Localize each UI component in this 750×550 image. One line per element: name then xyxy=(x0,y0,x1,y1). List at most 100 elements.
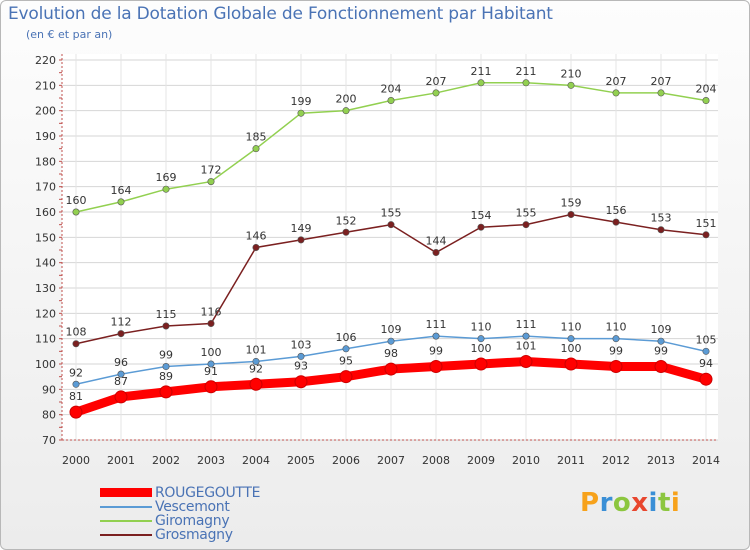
data-label-rougegoutte: 89 xyxy=(159,370,173,383)
data-label-rougegoutte: 100 xyxy=(561,342,582,355)
data-label-grosmagny: 115 xyxy=(156,308,177,321)
x-tick-label: 2007 xyxy=(377,454,405,467)
data-point-rougegoutte xyxy=(654,360,668,374)
x-tick-label: 2000 xyxy=(62,454,90,467)
y-tick-label: 110 xyxy=(35,333,56,346)
data-point-giromagny xyxy=(297,109,305,117)
y-tick-label: 120 xyxy=(35,307,56,320)
data-label-rougegoutte: 94 xyxy=(699,357,713,370)
x-tick-label: 2002 xyxy=(152,454,180,467)
data-point-giromagny xyxy=(162,185,170,193)
data-point-vescemont xyxy=(297,352,305,360)
data-point-giromagny xyxy=(387,97,395,105)
plot-background xyxy=(62,54,718,440)
data-point-rougegoutte xyxy=(339,370,353,384)
data-point-rougegoutte xyxy=(249,377,263,391)
data-label-rougegoutte: 101 xyxy=(516,339,537,352)
data-label-vescemont: 110 xyxy=(471,321,492,334)
data-point-rougegoutte xyxy=(114,390,128,404)
data-point-giromagny xyxy=(117,198,125,206)
data-point-grosmagny xyxy=(72,340,80,348)
data-label-grosmagny: 152 xyxy=(336,214,357,227)
data-point-grosmagny xyxy=(387,221,395,229)
legend-label-giromagny: Giromagny xyxy=(155,513,230,529)
logo-letter: i xyxy=(648,488,658,518)
x-tick-label: 2003 xyxy=(197,454,225,467)
data-point-vescemont xyxy=(657,337,665,345)
proxiti-logo: Proxiti xyxy=(580,488,680,518)
x-tick-label: 2014 xyxy=(692,454,720,467)
legend-swatch-vescemont xyxy=(100,506,152,508)
data-label-vescemont: 100 xyxy=(201,346,222,359)
data-label-giromagny: 200 xyxy=(336,93,357,106)
data-label-giromagny: 210 xyxy=(561,67,582,80)
data-label-grosmagny: 108 xyxy=(66,326,87,339)
data-label-vescemont: 105 xyxy=(696,333,717,346)
data-label-vescemont: 110 xyxy=(606,321,627,334)
data-label-grosmagny: 154 xyxy=(471,209,492,222)
data-point-rougegoutte xyxy=(294,375,308,389)
data-label-grosmagny: 116 xyxy=(201,305,222,318)
data-point-rougegoutte xyxy=(699,372,713,386)
data-point-giromagny xyxy=(207,178,215,186)
data-label-giromagny: 207 xyxy=(606,75,627,88)
data-point-vescemont xyxy=(117,370,125,378)
data-point-grosmagny xyxy=(252,243,260,251)
x-tick-label: 2005 xyxy=(287,454,315,467)
y-tick-label: 100 xyxy=(35,358,56,371)
data-label-giromagny: 160 xyxy=(66,194,87,207)
data-label-vescemont: 92 xyxy=(69,366,83,379)
x-tick-label: 2013 xyxy=(647,454,675,467)
data-point-grosmagny xyxy=(342,228,350,236)
data-point-grosmagny xyxy=(522,221,530,229)
data-label-vescemont: 110 xyxy=(561,321,582,334)
data-point-vescemont xyxy=(432,332,440,340)
data-label-rougegoutte: 92 xyxy=(249,362,263,375)
data-label-grosmagny: 151 xyxy=(696,217,717,230)
data-point-vescemont xyxy=(207,360,215,368)
data-label-vescemont: 109 xyxy=(651,323,672,336)
data-point-vescemont xyxy=(252,357,260,365)
data-point-vescemont xyxy=(477,335,485,343)
logo-letter: P xyxy=(580,488,600,518)
data-label-vescemont: 109 xyxy=(381,323,402,336)
data-label-vescemont: 106 xyxy=(336,331,357,344)
data-point-rougegoutte xyxy=(429,360,443,374)
data-label-rougegoutte: 87 xyxy=(114,375,128,388)
data-label-rougegoutte: 98 xyxy=(384,347,398,360)
y-tick-label: 140 xyxy=(35,257,56,270)
x-tick-label: 2011 xyxy=(557,454,585,467)
data-point-rougegoutte xyxy=(204,380,218,394)
data-label-grosmagny: 155 xyxy=(516,207,537,220)
logo-letter: o xyxy=(612,488,632,518)
x-tick-label: 2006 xyxy=(332,454,360,467)
data-label-giromagny: 204 xyxy=(381,83,402,96)
y-tick-label: 150 xyxy=(35,231,56,244)
legend-swatch-grosmagny xyxy=(100,534,152,536)
data-point-giromagny xyxy=(477,79,485,87)
data-point-grosmagny xyxy=(432,249,440,257)
y-tick-label: 80 xyxy=(42,409,56,422)
x-tick-label: 2009 xyxy=(467,454,495,467)
y-tick-label: 200 xyxy=(35,105,56,118)
data-label-grosmagny: 159 xyxy=(561,197,582,210)
legend-swatch-rougegoutte xyxy=(100,488,152,497)
y-tick-label: 90 xyxy=(42,383,56,396)
data-point-grosmagny xyxy=(567,211,575,219)
data-point-rougegoutte xyxy=(159,385,173,399)
x-tick-label: 2008 xyxy=(422,454,450,467)
data-label-giromagny: 169 xyxy=(156,171,177,184)
data-label-giromagny: 172 xyxy=(201,164,222,177)
data-label-grosmagny: 146 xyxy=(246,229,267,242)
y-tick-label: 180 xyxy=(35,155,56,168)
y-tick-label: 170 xyxy=(35,181,56,194)
data-label-rougegoutte: 99 xyxy=(429,345,443,358)
logo-letter: r xyxy=(599,488,613,518)
data-label-vescemont: 96 xyxy=(114,356,128,369)
data-label-rougegoutte: 100 xyxy=(471,342,492,355)
data-label-rougegoutte: 81 xyxy=(69,390,83,403)
data-label-rougegoutte: 95 xyxy=(339,355,353,368)
data-point-rougegoutte xyxy=(384,362,398,376)
data-point-rougegoutte xyxy=(69,405,83,419)
chart-title: Evolution de la Dotation Globale de Fonc… xyxy=(8,4,553,24)
